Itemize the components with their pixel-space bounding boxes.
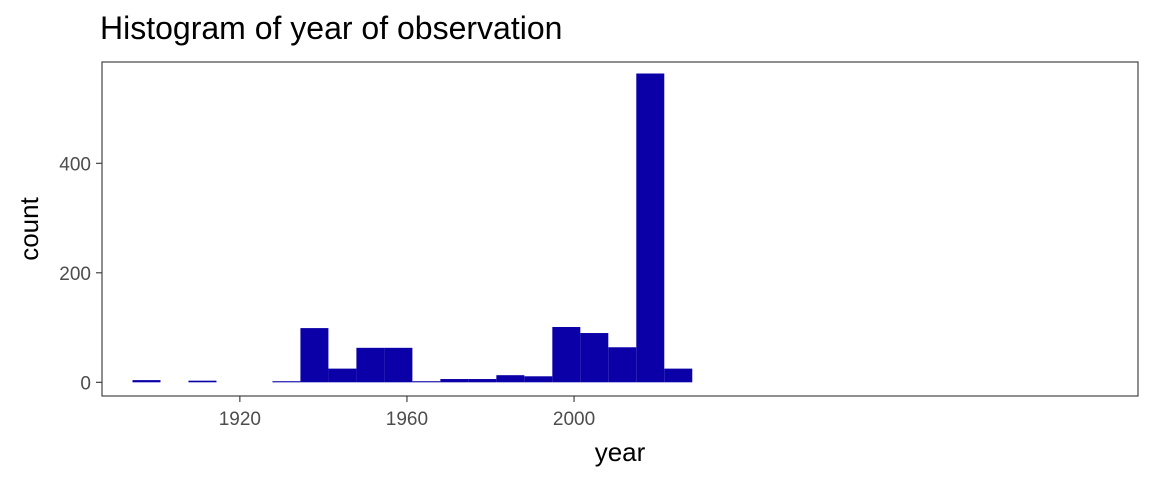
histogram-bar	[356, 347, 385, 383]
bars-layer	[132, 73, 693, 383]
chart-title: Histogram of year of observation	[100, 10, 562, 46]
y-axis-title: count	[14, 196, 44, 260]
histogram-bar	[328, 368, 357, 383]
x-tick-label: 2000	[553, 409, 595, 430]
histogram-bar	[384, 347, 413, 383]
plot-panel-border	[101, 61, 1139, 397]
histogram-bar	[552, 327, 581, 383]
histogram-bar	[440, 379, 469, 383]
histogram-bar	[188, 380, 217, 383]
histogram-bar	[132, 380, 161, 383]
y-tick-label: 400	[59, 154, 91, 175]
histogram-bar	[300, 328, 329, 383]
x-axis-title: year	[595, 437, 646, 467]
histogram-bar	[580, 333, 609, 383]
histogram-bar	[664, 368, 693, 383]
histogram-bar	[272, 381, 301, 383]
histogram-bar	[496, 375, 525, 383]
x-tick-label: 1960	[386, 409, 428, 430]
histogram-bar	[412, 381, 441, 383]
x-tick-label: 1920	[219, 409, 261, 430]
histogram-bar	[468, 379, 497, 383]
axes-layer: 1920 1960 2000 0 200 400	[59, 154, 595, 430]
histogram-bar	[608, 347, 637, 383]
histogram-bar	[524, 376, 553, 383]
y-tick-label: 200	[59, 264, 91, 285]
y-tick-label: 0	[80, 373, 91, 394]
histogram-bar	[636, 73, 665, 383]
